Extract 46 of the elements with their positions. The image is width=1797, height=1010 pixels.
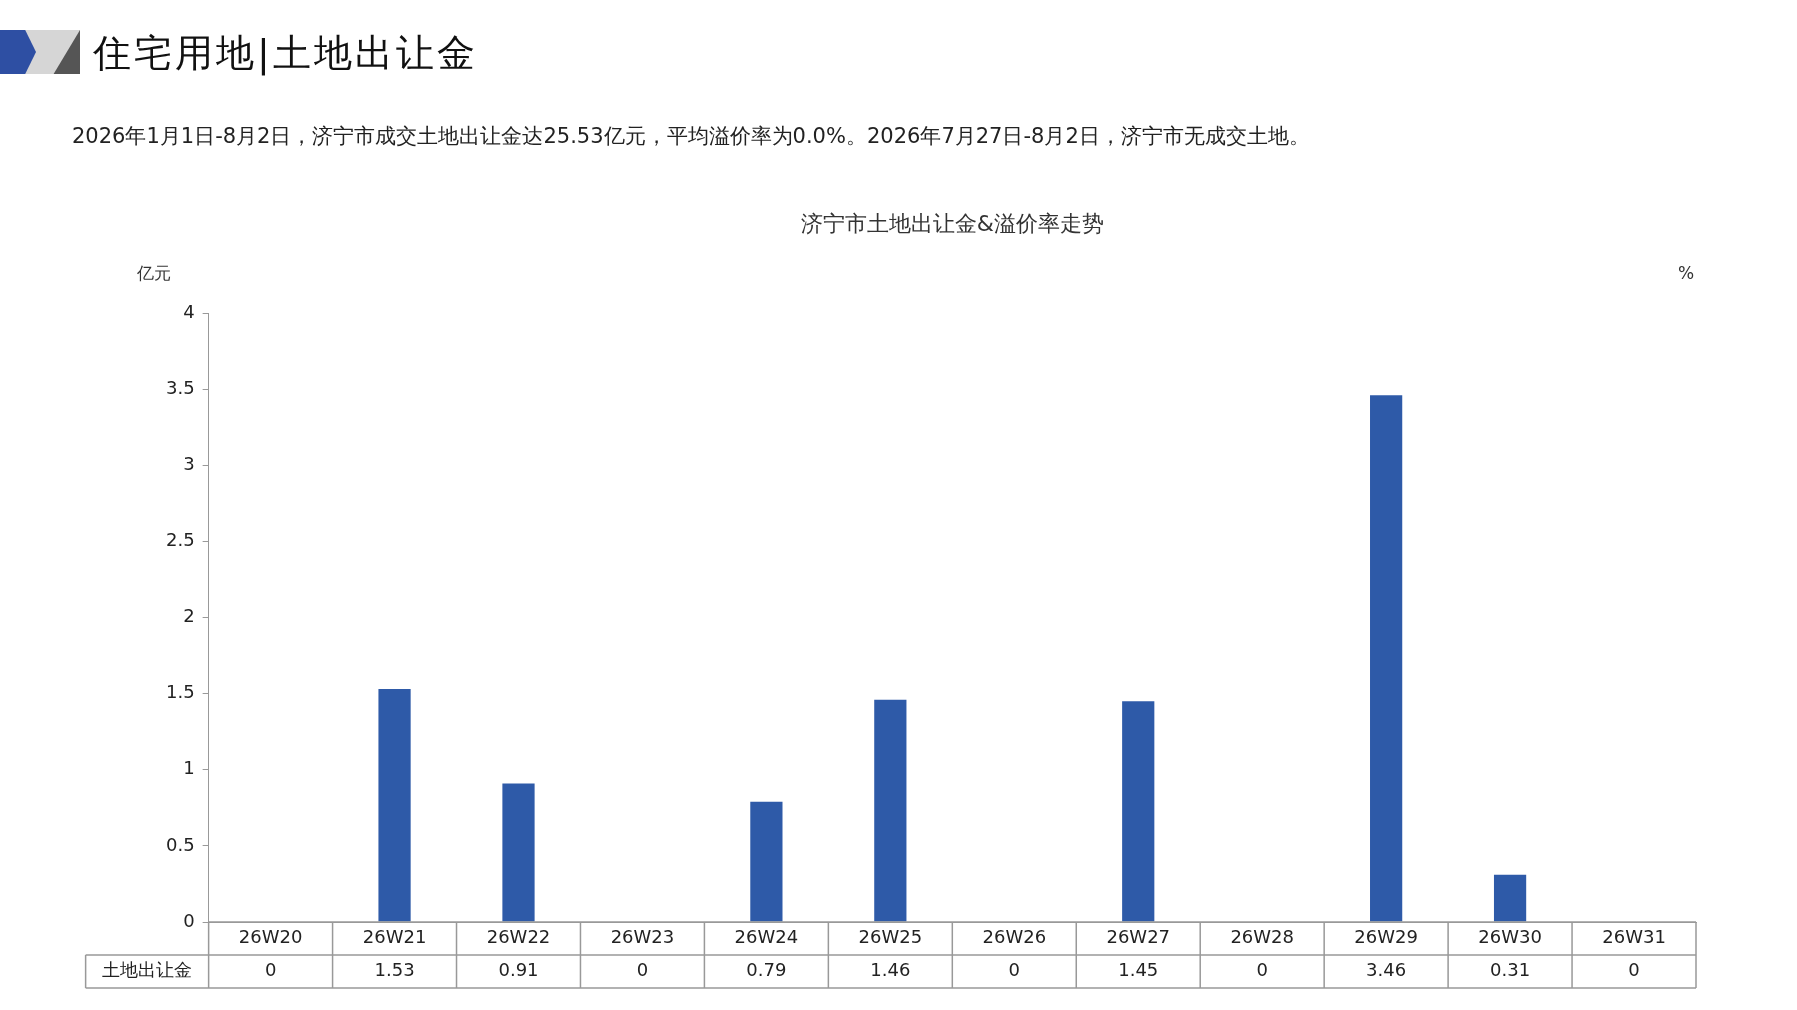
x-tick-label: 26W27 — [1106, 926, 1171, 948]
x-tick-label: 26W31 — [1602, 926, 1666, 948]
x-tick-label: 26W23 — [610, 926, 675, 948]
data-label: 0 — [636, 959, 649, 981]
y-tick-label: 4 — [183, 300, 195, 322]
data-label: 0 — [1628, 959, 1640, 981]
bar — [1122, 701, 1155, 922]
text: 济宁市土地出让金&溢价率走势 — [800, 210, 1104, 236]
bar — [1370, 395, 1403, 922]
y-tick-label: 2.5 — [165, 529, 195, 551]
chart-subtitle: 2026年1月1日-8月2日，济宁市成交土地出让金达25.53亿元，平均溢价率为0.0%。2026年7月27日-8月2日，济宁市无成交土地。 — [72, 123, 1310, 150]
data-label: 0 — [1008, 959, 1021, 981]
y-tick-label: 3.5 — [165, 376, 195, 398]
x-tick-label: 26W21 — [362, 926, 427, 948]
data-label: 0 — [264, 959, 277, 981]
data-label: 0 — [1256, 959, 1268, 981]
chart-title: 住宅用地|土地出让金 — [93, 30, 478, 78]
x-tick-label: 26W25 — [858, 926, 923, 948]
y2-axis-title: % — [1677, 263, 1695, 284]
bar — [378, 689, 411, 922]
x-tick-label: 26W26 — [982, 926, 1047, 948]
y-tick-label: 2 — [183, 605, 195, 627]
data-label: 3.46 — [1366, 959, 1407, 981]
data-label: 0.31 — [1490, 959, 1531, 981]
bar — [1493, 874, 1527, 922]
bar — [874, 699, 907, 922]
bar — [502, 783, 535, 922]
y-tick-label: 1.5 — [165, 681, 195, 703]
y-tick-label: 0 — [183, 909, 195, 931]
bar — [750, 801, 783, 922]
y-tick-label: 0.5 — [165, 833, 195, 855]
x-tick-label: 26W29 — [1354, 926, 1418, 948]
data-label: 0.79 — [746, 959, 787, 981]
y-tick-label: 1 — [183, 757, 195, 779]
x-tick-label: 26W28 — [1230, 926, 1294, 948]
data-label: 1.53 — [374, 959, 415, 981]
data-label: 1.45 — [1118, 959, 1159, 981]
data-label: 0.91 — [498, 959, 539, 981]
text: 土地出让金 — [102, 959, 193, 981]
x-tick-label: 26W22 — [486, 926, 551, 948]
x-tick-label: 26W24 — [734, 926, 799, 948]
y-tick-label: 3 — [183, 452, 195, 474]
y-axis-title: 亿元 — [135, 263, 171, 284]
x-tick-label: 26W30 — [1478, 926, 1542, 948]
x-tick-label: 26W20 — [238, 926, 303, 948]
data-label: 1.46 — [870, 959, 911, 981]
